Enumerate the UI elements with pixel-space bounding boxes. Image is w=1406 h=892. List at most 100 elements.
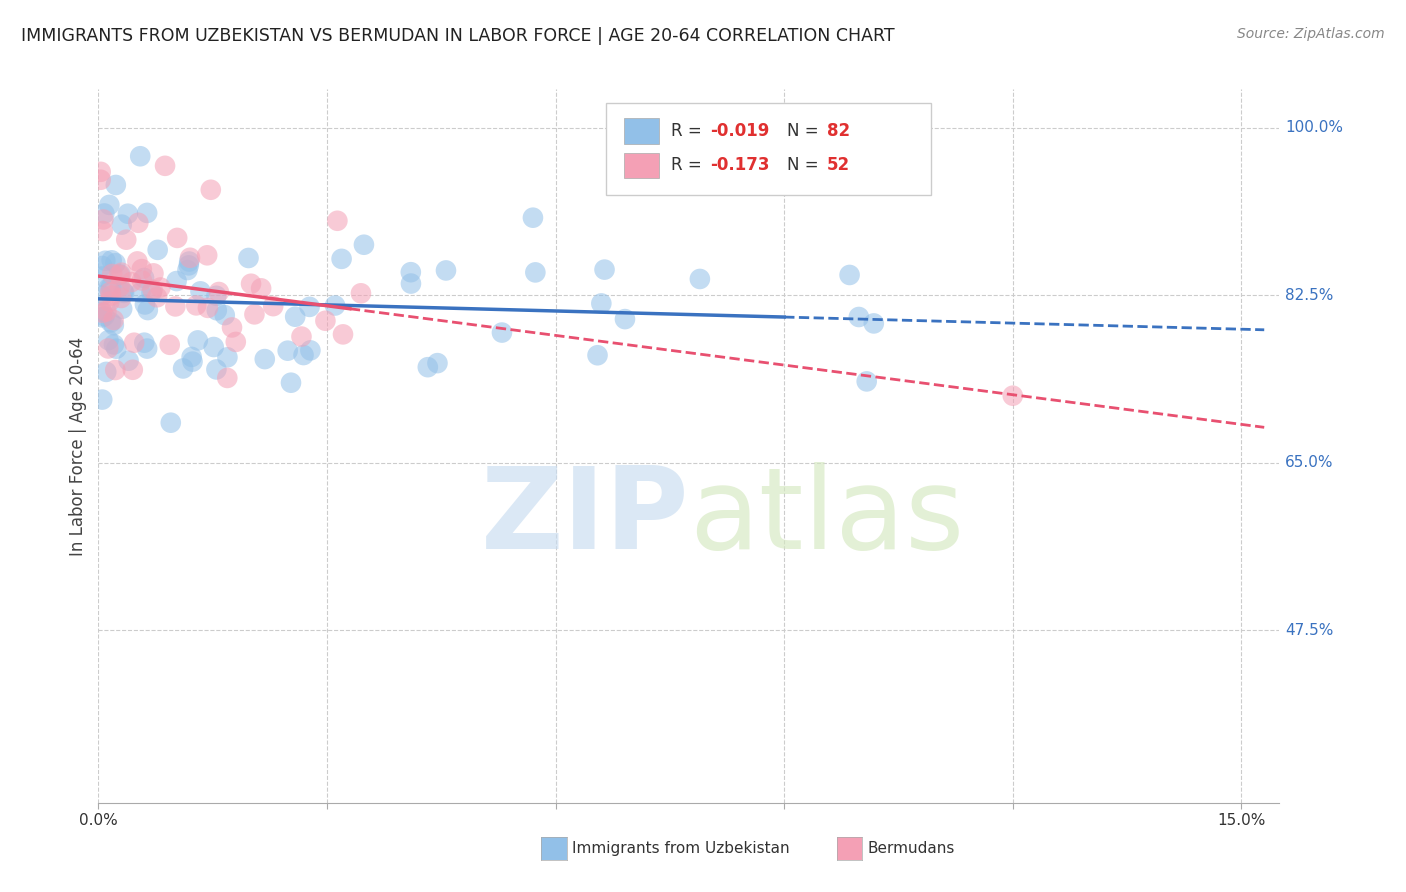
Point: [195, 248, 218, 262]
Text: Source: ZipAtlas.com: Source: ZipAtlas.com: [1237, 27, 1385, 41]
Point: [91, 269, 114, 284]
Point: [96, 365, 118, 379]
Point: [205, 303, 228, 318]
Point: [186, 298, 208, 312]
Point: [111, 266, 134, 280]
Point: [179, 254, 201, 268]
Point: [141, 285, 163, 300]
Point: [134, 297, 156, 311]
Y-axis label: In Labor Force | Age 20-64: In Labor Force | Age 20-64: [69, 336, 87, 556]
Text: R =: R =: [671, 121, 707, 139]
Point: [91, 392, 114, 407]
Point: [91, 288, 114, 302]
Point: [136, 342, 159, 356]
Point: [159, 338, 181, 352]
Point: [284, 310, 307, 324]
Point: [205, 362, 228, 376]
Point: [214, 308, 236, 322]
Text: Bermudans: Bermudans: [868, 841, 955, 855]
Point: [90, 173, 112, 187]
Point: [1001, 389, 1024, 403]
Point: [262, 299, 284, 313]
Text: -0.173: -0.173: [710, 156, 769, 174]
Point: [240, 277, 263, 291]
Point: [96, 304, 118, 318]
Text: N =: N =: [787, 121, 824, 139]
Point: [127, 254, 149, 268]
Point: [91, 259, 114, 273]
Point: [142, 266, 165, 280]
Point: [110, 268, 132, 282]
Point: [689, 272, 711, 286]
Point: [115, 233, 138, 247]
Point: [250, 281, 273, 295]
Point: [94, 253, 117, 268]
Point: [111, 218, 134, 232]
Point: [238, 251, 260, 265]
Point: [350, 286, 373, 301]
Point: [399, 265, 422, 279]
Point: [855, 375, 877, 389]
Point: [323, 299, 346, 313]
Point: [290, 329, 312, 343]
Point: [253, 352, 276, 367]
Point: [524, 265, 547, 279]
Point: [593, 262, 616, 277]
Point: [332, 327, 354, 342]
Point: [103, 337, 125, 351]
Point: [111, 301, 134, 316]
Point: [434, 263, 457, 277]
Point: [112, 285, 135, 299]
Text: IMMIGRANTS FROM UZBEKISTAN VS BERMUDAN IN LABOR FORCE | AGE 20-64 CORRELATION CH: IMMIGRANTS FROM UZBEKISTAN VS BERMUDAN I…: [21, 27, 894, 45]
Point: [292, 348, 315, 362]
Point: [127, 216, 149, 230]
Point: [153, 159, 176, 173]
Point: [98, 285, 121, 299]
Point: [159, 416, 181, 430]
Point: [243, 307, 266, 321]
Point: [97, 333, 120, 347]
Text: 82: 82: [827, 121, 851, 139]
Point: [120, 275, 142, 289]
Point: [200, 183, 222, 197]
Point: [190, 285, 212, 299]
FancyBboxPatch shape: [624, 153, 659, 178]
Point: [104, 256, 127, 270]
Point: [614, 312, 637, 326]
FancyBboxPatch shape: [624, 119, 659, 145]
Point: [103, 318, 125, 333]
Point: [136, 206, 159, 220]
Point: [205, 289, 228, 303]
Point: [97, 342, 120, 356]
Point: [101, 267, 124, 281]
Point: [591, 296, 613, 310]
Point: [129, 285, 152, 300]
Point: [122, 335, 145, 350]
Point: [221, 320, 243, 334]
Point: [416, 360, 439, 375]
Point: [136, 303, 159, 318]
Point: [217, 351, 239, 365]
Point: [277, 343, 299, 358]
Point: [104, 363, 127, 377]
Point: [491, 326, 513, 340]
Point: [142, 283, 165, 297]
Point: [280, 376, 302, 390]
Point: [98, 294, 121, 309]
Point: [330, 252, 353, 266]
Point: [97, 281, 120, 295]
FancyBboxPatch shape: [606, 103, 931, 194]
Point: [91, 306, 114, 320]
Point: [149, 280, 172, 294]
Point: [108, 279, 131, 293]
Point: [202, 340, 225, 354]
Point: [177, 258, 200, 272]
Text: 82.5%: 82.5%: [1285, 287, 1334, 302]
Point: [112, 285, 135, 300]
Text: 52: 52: [827, 156, 851, 174]
Text: R =: R =: [671, 156, 707, 174]
Point: [299, 343, 322, 358]
Point: [100, 315, 122, 329]
Text: ZIP: ZIP: [481, 462, 689, 573]
Point: [98, 198, 121, 212]
